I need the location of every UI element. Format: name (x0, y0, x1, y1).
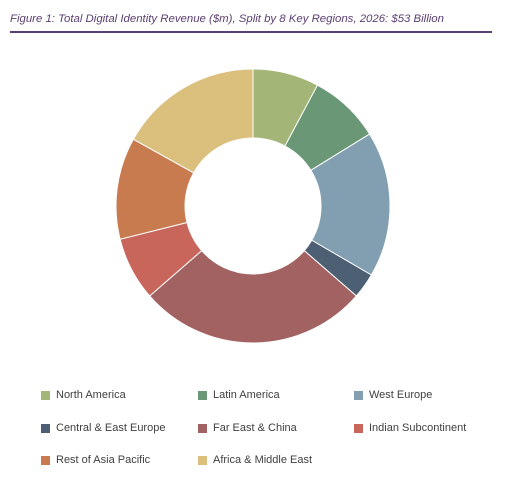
donut-slices (115, 68, 391, 344)
legend-item-north-america: North America (41, 388, 126, 402)
legend-item-central-and-east-europe: Central & East Europe (41, 421, 165, 435)
figure-title: Figure 1: Total Digital Identity Revenue… (10, 13, 444, 25)
legend-swatch (41, 390, 50, 400)
legend-item-rest-of-asia-pacific: Rest of Asia Pacific (41, 453, 150, 467)
slice-far-east-and-china (148, 249, 358, 344)
slice-west-europe (310, 133, 391, 276)
legend-label: Rest of Asia Pacific (56, 454, 151, 466)
legend-swatch (354, 423, 363, 433)
legend-label: Africa & Middle East (213, 454, 313, 466)
legend-label: Latin America (213, 389, 280, 401)
legend-label: North America (56, 389, 126, 401)
legend-swatch (354, 390, 363, 400)
legend-label: West Europe (369, 389, 433, 401)
legend-swatch (41, 455, 50, 465)
title-divider (10, 31, 492, 33)
legend-label: Far East & China (213, 422, 297, 434)
legend-swatch (198, 455, 207, 465)
legend-item-far-east-and-china: Far East & China (198, 421, 297, 435)
legend-label: Indian Subcontinent (369, 422, 467, 434)
legend-item-africa-and-middle-east: Africa & Middle East (198, 453, 312, 467)
legend-swatch (41, 423, 50, 433)
slice-africa-and-middle-east (132, 68, 254, 174)
legend-item-latin-america: Latin America (198, 388, 280, 402)
legend-swatch (198, 390, 207, 400)
legend-swatch (198, 423, 207, 433)
legend-label: Central & East Europe (56, 422, 166, 434)
legend-item-west-europe: West Europe (354, 388, 432, 402)
legend-item-indian-subcontinent: Indian Subcontinent (354, 421, 466, 435)
